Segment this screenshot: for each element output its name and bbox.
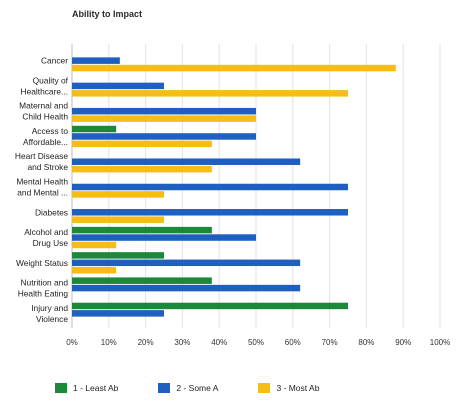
category-label: Weight Status — [16, 258, 68, 268]
bar — [72, 226, 212, 234]
bar — [72, 209, 348, 216]
bar — [72, 183, 348, 191]
category-label: Diabetes — [35, 207, 68, 217]
legend-label-least: 1 - Least Ab — [73, 383, 119, 393]
legend-item-most: 3 - Most Ab — [258, 383, 319, 393]
bar — [72, 82, 164, 90]
x-tick-label: 0% — [66, 338, 78, 347]
legend-label-some: 2 - Some A — [176, 383, 219, 393]
legend-swatch-least — [55, 383, 67, 393]
x-tick-label: 100% — [430, 338, 450, 347]
bar — [72, 310, 164, 317]
category-label: Nutrition and Health Eating — [18, 278, 69, 299]
bar — [72, 140, 212, 148]
bar — [72, 216, 164, 223]
legend: 1 - Least Ab 2 - Some A 3 - Most Ab — [55, 383, 319, 393]
bar — [72, 241, 117, 249]
bar — [72, 57, 120, 64]
bar — [72, 64, 396, 72]
bar — [72, 90, 348, 97]
x-tick-label: 30% — [174, 338, 190, 347]
x-tick-label: 70% — [322, 338, 338, 347]
legend-item-some: 2 - Some A — [158, 383, 218, 393]
x-tick-label: 80% — [358, 338, 374, 347]
x-tick-label: 60% — [285, 338, 301, 347]
category-label: Heart Disease and Stroke — [15, 151, 68, 172]
bar — [72, 191, 164, 198]
legend-swatch-most — [258, 383, 271, 393]
bar — [72, 115, 256, 122]
category-label: Quality of Healthcare... — [21, 75, 69, 96]
x-tick-label: 40% — [211, 338, 227, 347]
bars-group — [72, 57, 396, 317]
category-labels: Cancer Quality of Healthcare... Maternal an… — [15, 56, 69, 324]
bar — [72, 266, 117, 274]
bar — [72, 284, 301, 292]
bar — [72, 252, 164, 259]
bar — [72, 133, 256, 140]
category-label: Alcohol and Drug Use — [24, 227, 68, 248]
bar — [72, 259, 301, 267]
category-label: Mental Health and Mental ... — [16, 177, 68, 198]
bar — [72, 107, 256, 115]
x-tick-label: 10% — [101, 338, 117, 347]
bar — [72, 158, 301, 165]
bar-chart: Cancer Quality of Healthcare... Maternal an… — [15, 44, 450, 347]
bar — [72, 165, 212, 173]
legend-item-least: 1 - Least Ab — [55, 383, 118, 393]
category-label: Injury and Violence — [31, 303, 68, 324]
x-tick-label: 50% — [248, 338, 264, 347]
x-tick-labels: 0% 10% 20% 30% 40% 50% 60% 70% 80% 90% 100% — [66, 338, 450, 347]
category-label: Cancer — [41, 56, 68, 66]
category-label: Access to Affordable... — [23, 126, 68, 147]
category-label: Maternal and Child Health — [19, 101, 68, 122]
bar — [72, 234, 256, 241]
bar — [72, 277, 212, 284]
legend-label-most: 3 - Most Ab — [276, 383, 320, 393]
x-tick-label: 90% — [395, 338, 411, 347]
legend-swatch-some — [158, 383, 171, 393]
bar — [72, 302, 348, 310]
chart-title: Ability to Impact — [72, 9, 143, 19]
x-tick-label: 20% — [138, 338, 154, 347]
bar — [72, 125, 117, 133]
